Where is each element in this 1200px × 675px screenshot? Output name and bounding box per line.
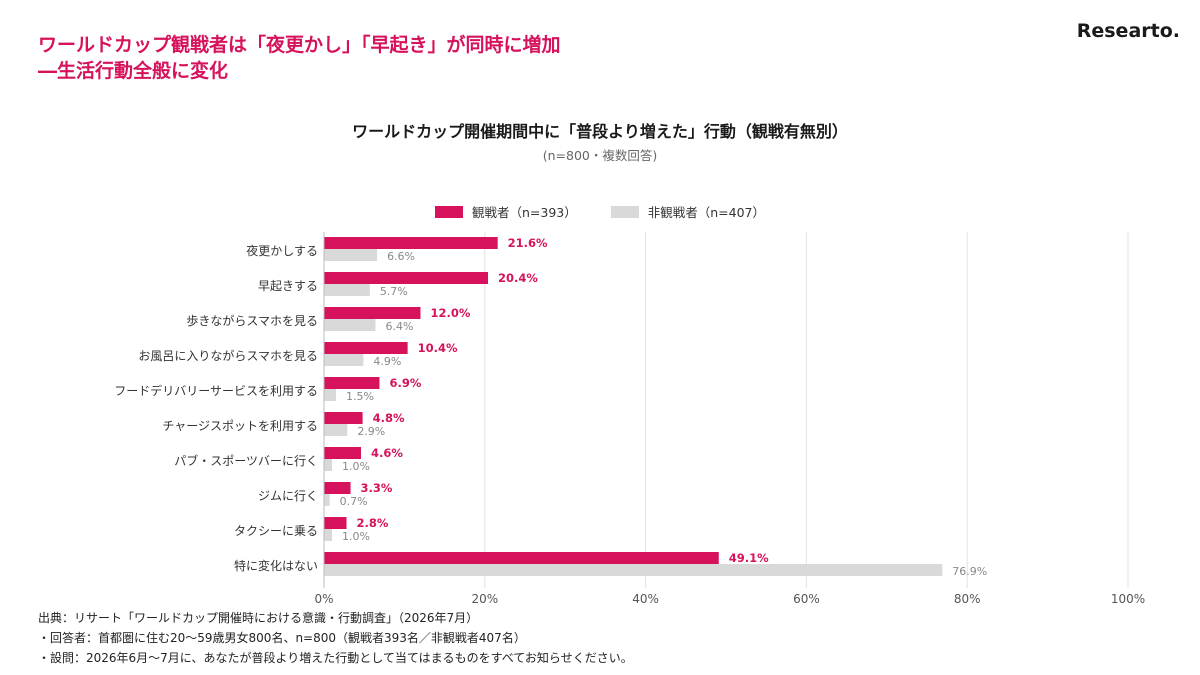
data-label-non-viewer: 4.9%: [373, 355, 401, 368]
headline-line-1: ワールドカップ観戦者は「夜更かし」「早起き」が同時に増加: [38, 34, 561, 56]
category-label: 歩きながらスマホを見る: [186, 313, 318, 328]
bar-non-viewer: [324, 284, 370, 296]
bar-viewer: [324, 412, 363, 424]
bar-non-viewer: [324, 389, 337, 401]
headline-line-2: ―生活行動全般に変化: [38, 60, 229, 82]
category-label: タクシーに乗る: [234, 524, 318, 538]
footnote-source: 出典：リサート「ワールドカップ開催時における意識・行動調査」（2026年7月）: [38, 611, 479, 625]
legend-item-viewer: 観戦者（n=393）: [434, 202, 577, 221]
data-label-non-viewer: 5.7%: [380, 285, 408, 298]
x-tick-label: 80%: [954, 592, 981, 606]
data-label-non-viewer: 1.0%: [342, 460, 370, 473]
legend-label-viewer: 観戦者（n=393）: [471, 205, 577, 220]
category-label: お風呂に入りながらスマホを見る: [138, 348, 318, 363]
category-label: チャージスポットを利用する: [162, 419, 318, 433]
bar-viewer: [324, 482, 351, 494]
legend-swatch-non-viewer: [610, 205, 639, 218]
category-label: 特に変化はない: [234, 558, 318, 573]
data-label-non-viewer: 76.9%: [952, 565, 987, 578]
bar-viewer: [324, 272, 489, 284]
bar-non-viewer: [324, 354, 364, 366]
legend-item-non-viewer: 非観戦者（n=407）: [610, 202, 766, 221]
bar-viewer: [324, 552, 719, 564]
data-label-viewer: 2.8%: [357, 516, 389, 530]
x-tick-label: 20%: [471, 592, 498, 606]
data-label-non-viewer: 1.0%: [342, 530, 370, 543]
data-label-non-viewer: 6.6%: [387, 250, 415, 263]
data-label-viewer: 3.3%: [361, 481, 393, 495]
data-label-viewer: 4.6%: [371, 446, 403, 460]
chart-subtitle: (n=800・複数回答): [542, 148, 658, 163]
category-label: ジムに行く: [258, 489, 318, 503]
bar-viewer: [324, 377, 380, 389]
bar-non-viewer: [324, 424, 348, 436]
x-tick-label: 40%: [632, 592, 659, 606]
category-label: 早起きする: [258, 279, 318, 293]
bar-non-viewer: [324, 459, 333, 471]
category-label: 夜更かしする: [246, 243, 318, 258]
bar-viewer: [324, 237, 498, 249]
footnote-question: ・設問：2026年6月〜7月に、あなたが普段より増えた行動として当てはまるものを…: [38, 651, 633, 665]
data-label-viewer: 20.4%: [498, 271, 538, 285]
legend-swatch-viewer: [434, 205, 463, 218]
data-label-viewer: 49.1%: [729, 551, 769, 565]
bar-non-viewer: [324, 564, 943, 576]
data-label-non-viewer: 1.5%: [346, 390, 374, 403]
bar-viewer: [324, 447, 361, 459]
brand-logo: Researto.: [1076, 20, 1180, 42]
data-label-viewer: 12.0%: [430, 306, 470, 320]
headline: ワールドカップ観戦者は「夜更かし」「早起き」が同時に増加 ―生活行動全般に変化: [38, 32, 561, 84]
x-tick-label: 100%: [1111, 592, 1145, 606]
data-label-viewer: 4.8%: [373, 411, 405, 425]
chart-legend: 観戦者（n=393） 非観戦者（n=407）: [0, 202, 1200, 221]
chart-title: ワールドカップ開催期間中に「普段より増えた」行動（観戦有無別）: [352, 122, 848, 141]
bar-viewer: [324, 307, 421, 319]
x-tick-label: 60%: [793, 592, 820, 606]
footnote-respondents: ・回答者：首都圏に住む20〜59歳男女800名、n=800（観戦者393名／非観…: [38, 631, 526, 645]
data-label-viewer: 10.4%: [418, 341, 458, 355]
category-label: フードデリバリーサービスを利用する: [114, 383, 318, 398]
footnotes: 出典：リサート「ワールドカップ開催時における意識・行動調査」（2026年7月） …: [38, 608, 633, 668]
data-label-non-viewer: 2.9%: [357, 425, 385, 438]
x-tick-label: 0%: [314, 592, 333, 606]
data-label-viewer: 6.9%: [389, 376, 421, 390]
bar-non-viewer: [324, 319, 376, 331]
bar-non-viewer: [324, 529, 333, 541]
bar-viewer: [324, 342, 408, 354]
data-label-non-viewer: 0.7%: [340, 495, 368, 508]
bar-non-viewer: [324, 494, 330, 506]
data-label-viewer: 21.6%: [508, 236, 548, 250]
bar-viewer: [324, 517, 347, 529]
category-label: パブ・スポーツバーに行く: [174, 453, 318, 468]
data-label-non-viewer: 6.4%: [385, 320, 413, 333]
legend-label-non-viewer: 非観戦者（n=407）: [647, 205, 766, 220]
bar-non-viewer: [324, 249, 378, 261]
